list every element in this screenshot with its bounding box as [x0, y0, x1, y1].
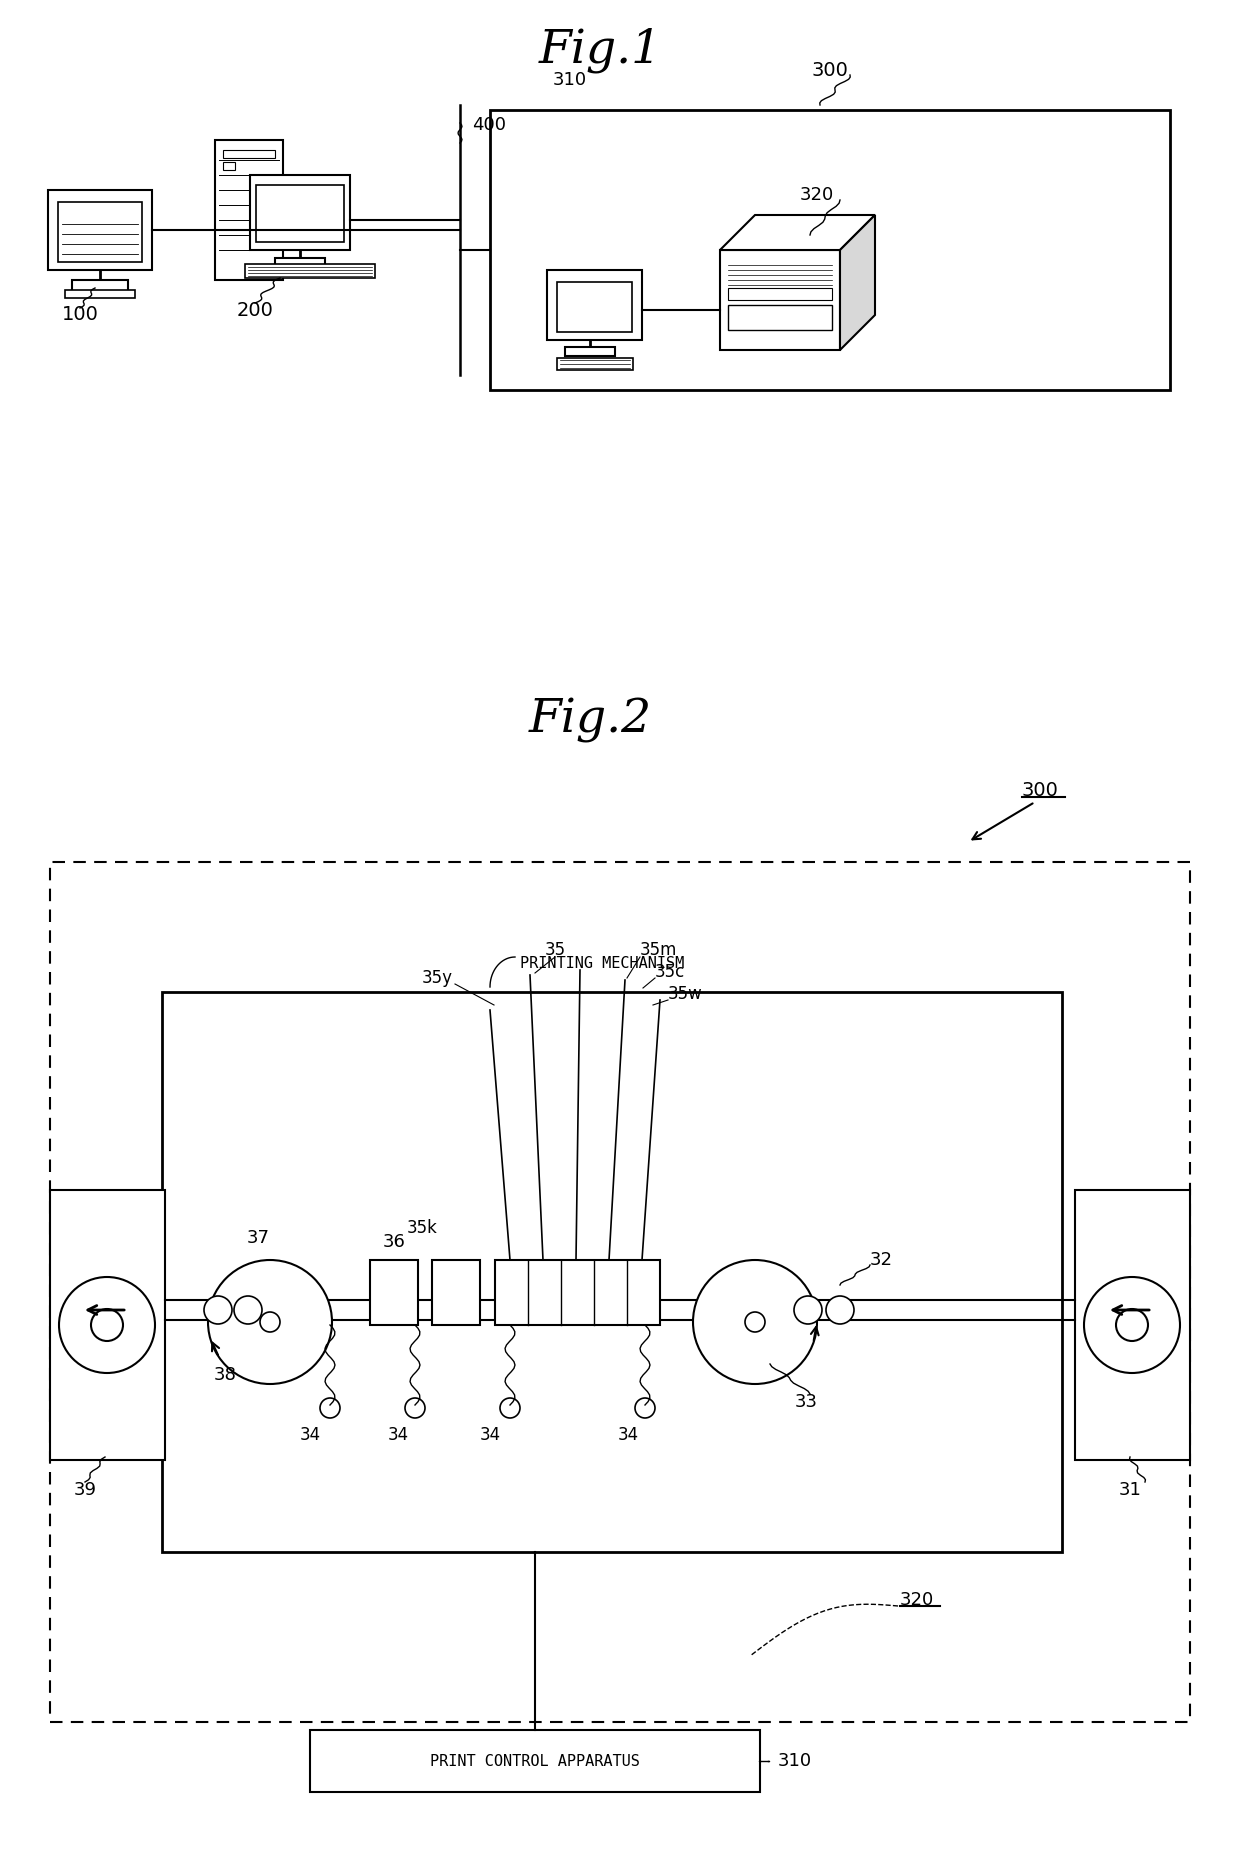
Text: 37: 37 [247, 1228, 269, 1247]
Text: 34: 34 [299, 1426, 321, 1445]
Text: 39: 39 [73, 1482, 97, 1499]
Text: 300: 300 [811, 61, 848, 80]
Text: 35k: 35k [407, 1219, 438, 1238]
Bar [72, 279, 128, 292]
Circle shape [1116, 1310, 1148, 1341]
Circle shape [234, 1297, 262, 1325]
Polygon shape [839, 215, 875, 350]
Text: 35w: 35w [668, 984, 703, 1003]
Bar [490, 109, 1171, 390]
Bar [64, 290, 135, 298]
Bar [223, 150, 275, 157]
Circle shape [405, 1399, 425, 1417]
Bar [246, 265, 374, 277]
Text: 32: 32 [870, 1251, 893, 1269]
Circle shape [745, 1312, 765, 1332]
Circle shape [500, 1399, 520, 1417]
Text: 31: 31 [1118, 1482, 1142, 1499]
Bar [310, 1730, 760, 1793]
Circle shape [60, 1276, 155, 1373]
Text: 35y: 35y [422, 969, 453, 988]
Circle shape [794, 1297, 822, 1325]
Circle shape [826, 1297, 854, 1325]
Bar [50, 1190, 165, 1460]
Bar [275, 257, 325, 268]
Bar [495, 1260, 660, 1325]
Bar [223, 163, 236, 170]
Bar [557, 359, 632, 370]
Text: 35c: 35c [655, 964, 686, 980]
Bar [565, 348, 615, 355]
Polygon shape [720, 215, 875, 250]
Bar [255, 185, 343, 242]
Text: Fig.1: Fig.1 [538, 28, 662, 72]
Text: 38: 38 [213, 1365, 237, 1384]
Bar [50, 862, 1190, 1722]
Text: 34: 34 [618, 1426, 639, 1445]
Circle shape [320, 1399, 340, 1417]
Bar [720, 250, 839, 350]
Bar [1075, 1190, 1190, 1460]
Text: 34: 34 [387, 1426, 408, 1445]
Bar [370, 1260, 418, 1325]
Bar [557, 281, 632, 331]
Circle shape [693, 1260, 817, 1384]
Text: PRINT CONTROL APPARATUS: PRINT CONTROL APPARATUS [430, 1754, 640, 1769]
Text: Fig.2: Fig.2 [528, 697, 652, 742]
Circle shape [260, 1312, 280, 1332]
Bar [432, 1260, 480, 1325]
Text: 35: 35 [544, 942, 565, 958]
Circle shape [1084, 1276, 1180, 1373]
Text: 34: 34 [480, 1426, 501, 1445]
Text: 100: 100 [62, 305, 98, 324]
Bar [728, 305, 832, 329]
Text: 320: 320 [800, 187, 835, 204]
Bar [48, 191, 153, 270]
Bar [162, 992, 1061, 1552]
Text: 320: 320 [900, 1591, 934, 1610]
Text: 300: 300 [1022, 781, 1059, 799]
Text: PRINTING MECHANISM: PRINTING MECHANISM [520, 956, 684, 971]
Circle shape [91, 1310, 123, 1341]
Text: 36: 36 [383, 1232, 405, 1251]
Bar [728, 289, 832, 300]
Circle shape [208, 1260, 332, 1384]
Text: 310: 310 [553, 70, 587, 89]
Text: 400: 400 [472, 117, 506, 133]
Text: 310: 310 [777, 1752, 812, 1770]
Bar [58, 202, 143, 263]
Circle shape [205, 1297, 232, 1325]
Bar [250, 176, 350, 250]
Text: 200: 200 [237, 300, 274, 320]
Bar [547, 270, 642, 340]
Bar [215, 141, 283, 279]
Text: 35m: 35m [640, 942, 677, 958]
Circle shape [635, 1399, 655, 1417]
Text: 33: 33 [795, 1393, 818, 1412]
